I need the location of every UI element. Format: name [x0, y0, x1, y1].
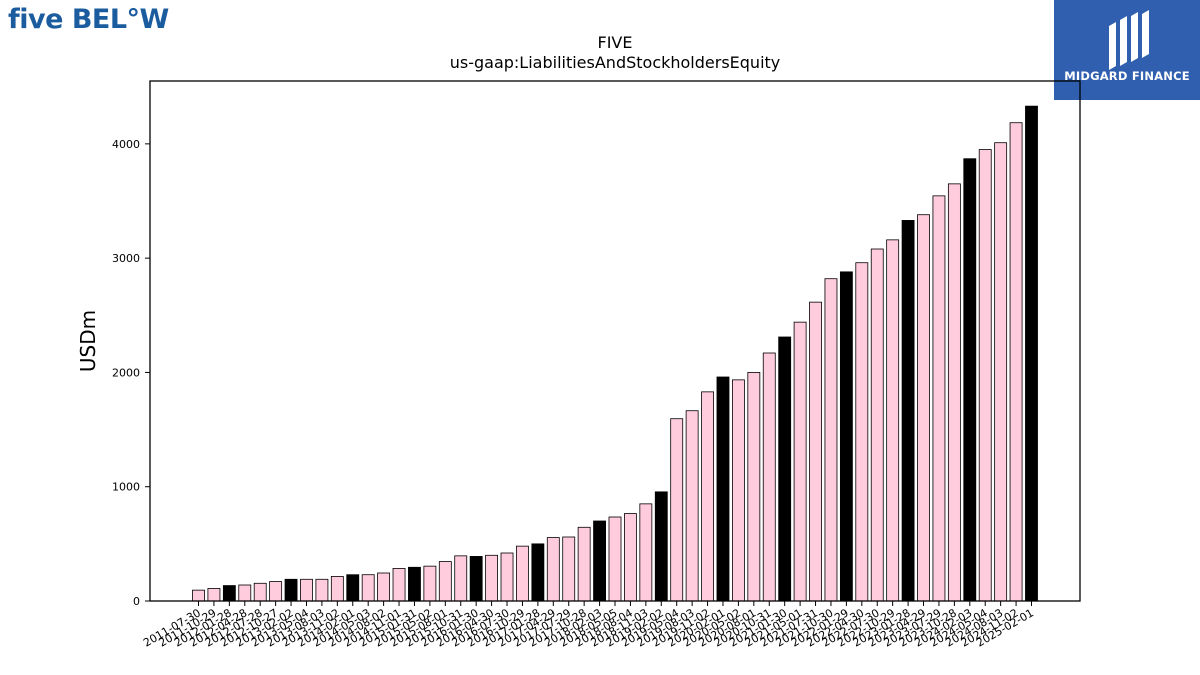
y-tick-label: 1000 — [112, 481, 140, 494]
bar — [562, 536, 576, 602]
bar — [485, 554, 499, 602]
midgard-finance-wordmark: MIDGARD FINANCE — [1064, 69, 1190, 83]
bar — [701, 391, 714, 602]
bar — [809, 301, 822, 602]
bar — [762, 352, 776, 602]
bar — [855, 262, 869, 602]
bar — [685, 410, 699, 602]
bar — [207, 588, 221, 602]
bar — [315, 578, 329, 602]
bar — [500, 552, 514, 602]
bar — [346, 574, 360, 602]
bar — [531, 543, 545, 602]
bar — [839, 271, 853, 602]
bar — [192, 589, 205, 602]
bar — [793, 321, 807, 602]
bar — [330, 576, 344, 602]
bar — [284, 578, 298, 602]
bar — [1025, 105, 1038, 602]
bar — [454, 555, 468, 602]
bar — [932, 195, 946, 602]
bar — [269, 581, 283, 602]
bar — [608, 516, 622, 602]
y-tick-label: 2000 — [112, 366, 140, 379]
x-axis: 2011-07-302011-10-292012-01-282012-04-28… — [141, 601, 1036, 650]
midgard-emblem-icon — [1109, 10, 1149, 70]
bar — [978, 149, 992, 602]
five-below-logo: five BEL°W — [8, 4, 169, 35]
bar — [222, 585, 236, 602]
bar — [408, 566, 421, 602]
bar — [624, 513, 637, 602]
y-tick-label: 0 — [133, 595, 140, 608]
bar — [639, 503, 653, 602]
bar — [901, 220, 915, 602]
bar — [361, 574, 375, 602]
bar — [731, 379, 745, 602]
bar — [994, 142, 1008, 602]
bar — [654, 491, 668, 602]
bar — [516, 545, 529, 602]
plot-frame — [149, 80, 1081, 602]
bar — [469, 556, 483, 602]
chart-title: FIVE — [598, 33, 633, 52]
bar — [1009, 122, 1023, 602]
y-tick-label: 3000 — [112, 252, 140, 265]
bar — [423, 565, 437, 602]
bar — [392, 568, 406, 602]
chart-subtitle: us-gaap:LiabilitiesAndStockholdersEquity — [450, 53, 781, 72]
bar — [824, 278, 838, 602]
bar — [917, 214, 930, 602]
bar — [546, 537, 560, 602]
bar — [716, 376, 730, 602]
bar — [577, 526, 591, 602]
bar — [438, 561, 452, 602]
y-axis: 0 1000 2000 3000 4000 — [112, 138, 150, 608]
bar — [253, 582, 267, 602]
bar — [747, 372, 761, 602]
bar — [886, 239, 900, 602]
bar — [377, 572, 391, 602]
bar-series — [192, 105, 1038, 602]
bar — [870, 248, 884, 602]
y-tick-label: 4000 — [112, 138, 140, 151]
midgard-finance-logo: MIDGARD FINANCE — [1054, 0, 1200, 100]
bar — [593, 520, 606, 602]
bar — [778, 336, 792, 602]
bar — [947, 183, 961, 602]
bar — [238, 584, 252, 602]
y-axis-label: USDm — [76, 310, 100, 372]
bar — [300, 578, 313, 602]
bar — [670, 418, 684, 602]
bar — [963, 158, 977, 602]
